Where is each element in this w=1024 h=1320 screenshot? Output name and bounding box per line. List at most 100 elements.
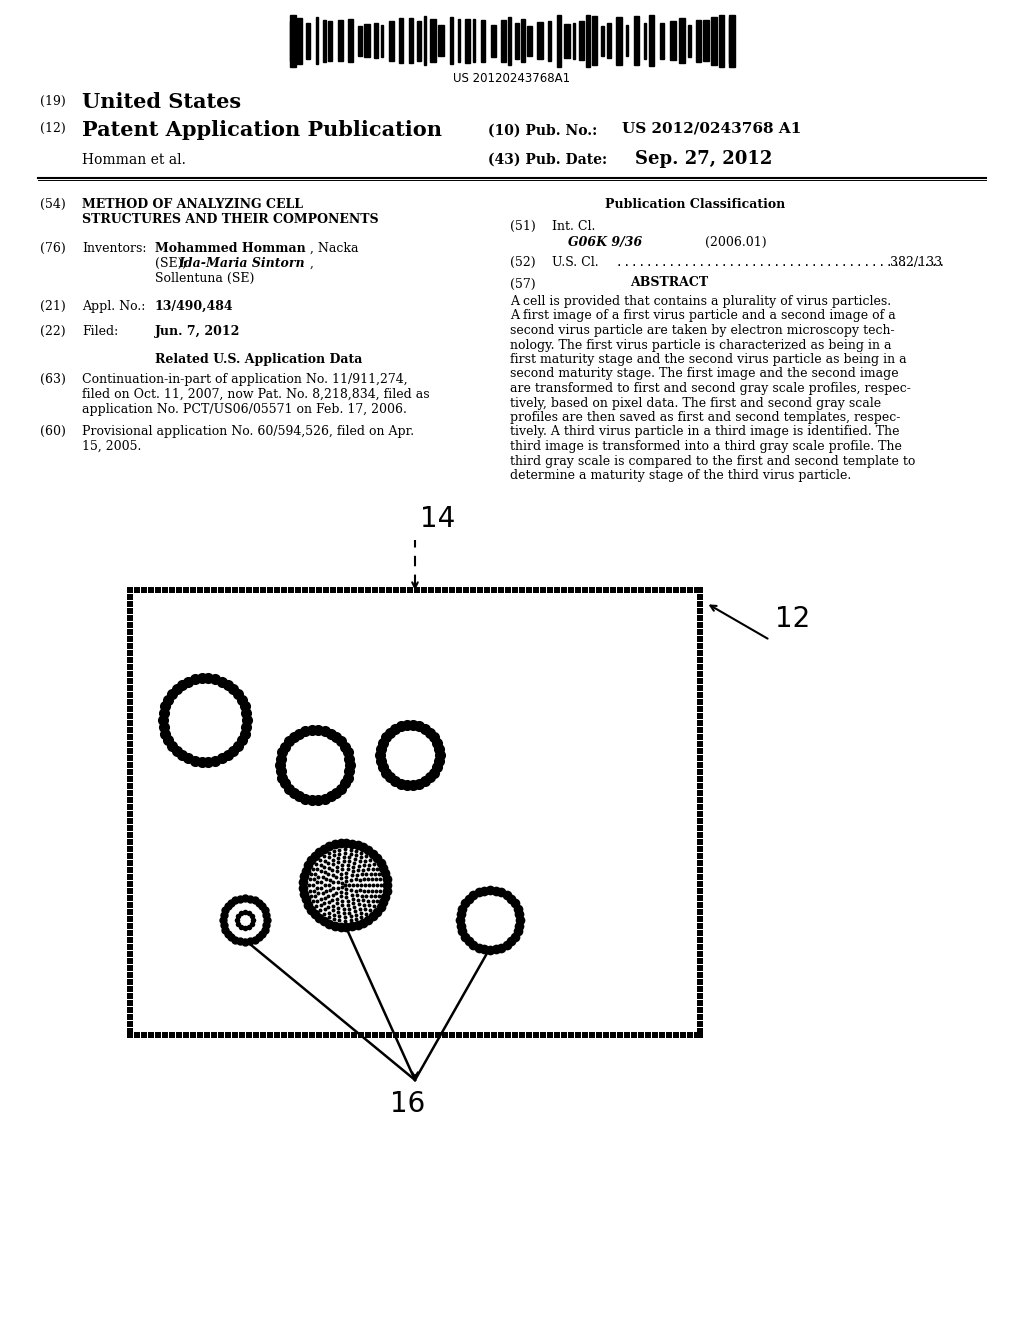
Point [510,898,526,919]
Point [367,579,383,601]
Point [507,579,523,601]
Point [336,899,352,920]
Point [369,869,385,890]
Text: Patent Application Publication: Patent Application Publication [82,120,442,140]
Point [332,843,348,865]
Point [309,878,326,899]
Point [349,865,366,886]
Point [305,880,322,902]
Point [201,751,217,772]
Point [692,601,709,622]
Point [362,900,379,921]
Point [369,880,385,902]
Text: first maturity stage and the second virus particle as being in a: first maturity stage and the second viru… [510,352,906,366]
Text: US 20120243768A1: US 20120243768A1 [454,73,570,84]
Text: (43) Pub. Date:: (43) Pub. Date: [488,153,607,168]
Point [297,721,313,742]
Text: (76): (76) [40,242,66,255]
Point [365,906,381,927]
Point [229,909,246,931]
Point [692,628,709,649]
Point [360,874,377,895]
Point [487,880,504,902]
Point [334,859,350,880]
Point [692,741,709,762]
Point [549,579,565,601]
Point [392,715,409,737]
Point [348,845,365,866]
Point [360,909,377,931]
Point [251,892,267,913]
Bar [719,15,724,67]
Point [692,944,709,965]
Point [337,774,353,795]
Point [692,923,709,944]
Point [214,748,230,770]
Point [316,874,333,895]
Point [358,903,375,924]
Point [371,886,387,907]
Text: ............................................: ........................................… [608,256,945,269]
Point [275,1024,292,1045]
Point [355,859,372,880]
Text: second maturity stage. The first image and the second image: second maturity stage. The first image a… [510,367,899,380]
Point [311,579,328,601]
Point [350,859,367,880]
Point [311,908,328,929]
Point [230,735,247,756]
Point [136,1024,153,1045]
Point [346,900,362,921]
Point [301,869,317,890]
Point [692,880,709,902]
Point [333,886,349,907]
Point [387,771,403,792]
Text: (22): (22) [40,325,66,338]
Point [692,614,709,635]
Point [692,965,709,986]
Point [241,579,257,601]
Point [315,857,332,878]
Point [369,902,385,923]
Point [470,882,486,903]
Point [223,927,240,948]
Point [290,579,306,601]
Point [333,731,349,752]
Point [348,904,365,925]
Point [377,863,393,884]
Point [361,854,378,875]
Point [283,579,299,601]
Text: Jun. 7, 2012: Jun. 7, 2012 [155,325,241,338]
Point [322,880,338,902]
Point [692,810,709,832]
Point [510,921,526,942]
Point [360,869,377,890]
Point [647,579,664,601]
Point [297,888,313,909]
Bar [480,20,484,62]
Point [416,1024,432,1045]
Point [122,999,138,1020]
Bar [424,16,426,65]
Point [465,935,481,956]
Point [122,622,138,643]
Point [201,668,217,689]
Point [168,678,184,700]
Point [122,775,138,796]
Bar [458,18,460,62]
Point [542,579,558,601]
Point [219,923,236,944]
Text: (51): (51) [510,220,536,234]
Point [692,692,709,713]
Point [341,847,357,869]
Point [122,579,138,601]
Point [325,849,341,870]
Bar [563,24,569,58]
Point [317,1024,334,1045]
Point [511,915,527,936]
Point [122,649,138,671]
Point [374,1024,390,1045]
Point [398,714,415,735]
Text: Filed:: Filed: [82,325,118,338]
Point [692,664,709,685]
Point [367,863,383,884]
